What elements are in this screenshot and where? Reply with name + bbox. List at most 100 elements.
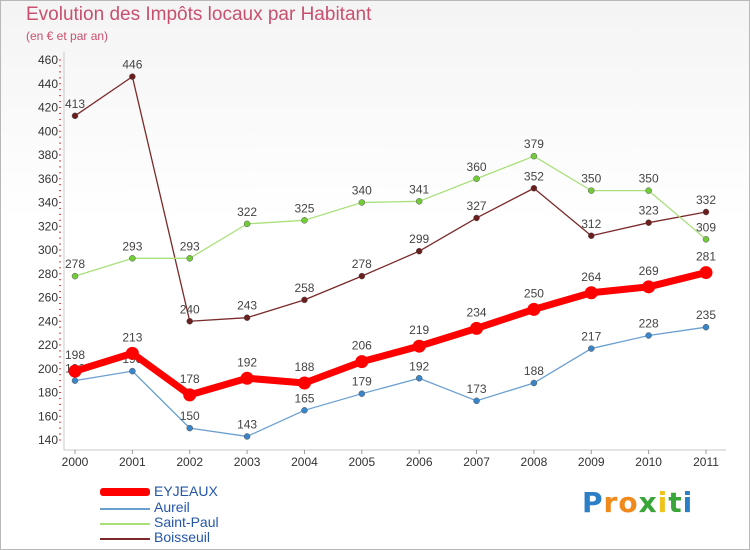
data-label-aureil: 217 (581, 330, 601, 344)
y-minor-tick (59, 273, 61, 275)
data-label-saint-paul: 350 (639, 172, 659, 186)
y-tick-label: 300 (38, 243, 58, 257)
x-tick-label: 2004 (291, 455, 318, 469)
point-eyjeaux (68, 364, 82, 378)
point-saint-paul (530, 152, 538, 160)
x-tick-label: 2006 (406, 455, 433, 469)
y-minor-tick (59, 213, 61, 215)
x-tick-label: 2005 (348, 455, 375, 469)
y-minor-tick (59, 142, 61, 144)
y-minor-tick (59, 136, 61, 138)
point-saint-paul (71, 272, 79, 280)
y-minor-tick (59, 207, 61, 209)
point-saint-paul (702, 236, 710, 243)
point-boisseuil (702, 208, 710, 216)
y-minor-tick (59, 124, 61, 126)
y-minor-tick (59, 297, 61, 298)
y-tick-label: 360 (38, 172, 58, 186)
y-minor-tick (59, 178, 61, 180)
data-label-boisseuil: 299 (409, 232, 429, 246)
y-minor-tick (59, 433, 61, 435)
y-tick-label: 160 (38, 409, 58, 423)
data-label-saint-paul: 341 (409, 182, 429, 196)
point-saint-paul (186, 255, 193, 262)
y-tick-label: 240 (38, 314, 58, 328)
data-label-boisseuil: 243 (237, 299, 257, 313)
y-minor-tick (59, 196, 61, 198)
y-minor-tick (59, 344, 61, 346)
x-tick-label: 2008 (521, 455, 548, 469)
y-minor-tick (59, 386, 61, 388)
point-aureil (645, 332, 652, 339)
data-label-saint-paul: 322 (237, 205, 257, 219)
proxiti-logo: Proxiti (582, 486, 693, 519)
legend-label-boisseuil: Boisseuil (154, 529, 211, 545)
y-minor-tick (59, 326, 61, 328)
y-minor-tick (59, 148, 61, 150)
logo-letter: i (682, 486, 694, 519)
data-label-boisseuil: 312 (581, 217, 601, 231)
data-label-saint-paul: 360 (467, 160, 487, 174)
y-tick-label: 340 (38, 196, 58, 210)
point-eyjeaux (355, 355, 369, 369)
y-minor-tick (59, 421, 61, 423)
legend-swatch-saint-paul (100, 523, 150, 525)
data-label-aureil: 192 (409, 359, 429, 373)
data-label-aureil: 165 (294, 391, 314, 405)
data-label-aureil: 150 (180, 409, 200, 423)
series-line-aureil (74, 326, 707, 438)
y-tick-label: 200 (38, 362, 58, 376)
x-tick-label: 2000 (62, 455, 89, 469)
point-eyjeaux (584, 286, 598, 300)
y-minor-tick (59, 350, 61, 352)
y-minor-tick (59, 231, 61, 233)
logo-letter: r (603, 486, 619, 519)
y-minor-tick (59, 267, 61, 269)
y-minor-tick (59, 166, 61, 168)
logo-letter: o (618, 486, 639, 519)
series-line-boisseuil (74, 75, 707, 322)
legend-swatch-aureil (100, 508, 150, 510)
point-aureil (358, 390, 366, 397)
y-tick-label: 460 (38, 53, 58, 67)
point-eyjeaux (642, 280, 656, 294)
y-minor-tick (59, 160, 61, 162)
point-boisseuil (243, 314, 251, 321)
series-line-eyjeaux (73, 269, 707, 399)
y-minor-tick (59, 219, 61, 221)
series-line-saint-paul (74, 155, 707, 277)
data-label-boisseuil: 413 (65, 97, 85, 111)
legend-item-boisseuil: Boisseuil (100, 529, 320, 547)
data-label-saint-paul: 278 (65, 257, 85, 271)
y-minor-tick (59, 308, 61, 310)
y-tick-label: 380 (38, 148, 58, 162)
legend-item-aureil: Aureil (100, 499, 320, 517)
chart-title: Evolution des Impôts locaux par Habitant (26, 4, 372, 25)
y-minor-tick (59, 338, 61, 340)
x-tick-label: 2009 (578, 455, 605, 469)
y-minor-tick (59, 237, 61, 239)
point-boisseuil (186, 318, 193, 325)
data-label-boisseuil: 323 (639, 204, 659, 218)
y-minor-tick (59, 107, 61, 108)
data-label-aureil: 235 (696, 308, 716, 322)
point-boisseuil (301, 296, 308, 304)
data-label-aureil: 143 (237, 417, 257, 431)
point-aureil (186, 424, 193, 432)
point-boisseuil (645, 219, 652, 226)
point-saint-paul (473, 175, 480, 182)
data-label-saint-paul: 309 (696, 220, 716, 234)
y-minor-tick (59, 368, 61, 370)
y-minor-tick (59, 356, 61, 358)
y-tick-label: 440 (38, 77, 58, 91)
data-label-eyjeaux: 178 (180, 372, 200, 386)
y-minor-tick (59, 65, 61, 67)
point-boisseuil (473, 214, 480, 222)
y-minor-tick (59, 320, 61, 322)
data-label-boisseuil: 278 (352, 257, 372, 271)
legend-item-saint-paul: Saint-Paul (100, 514, 320, 532)
y-tick-label: 220 (38, 338, 58, 352)
point-boisseuil (129, 73, 136, 80)
point-boisseuil (588, 232, 595, 239)
